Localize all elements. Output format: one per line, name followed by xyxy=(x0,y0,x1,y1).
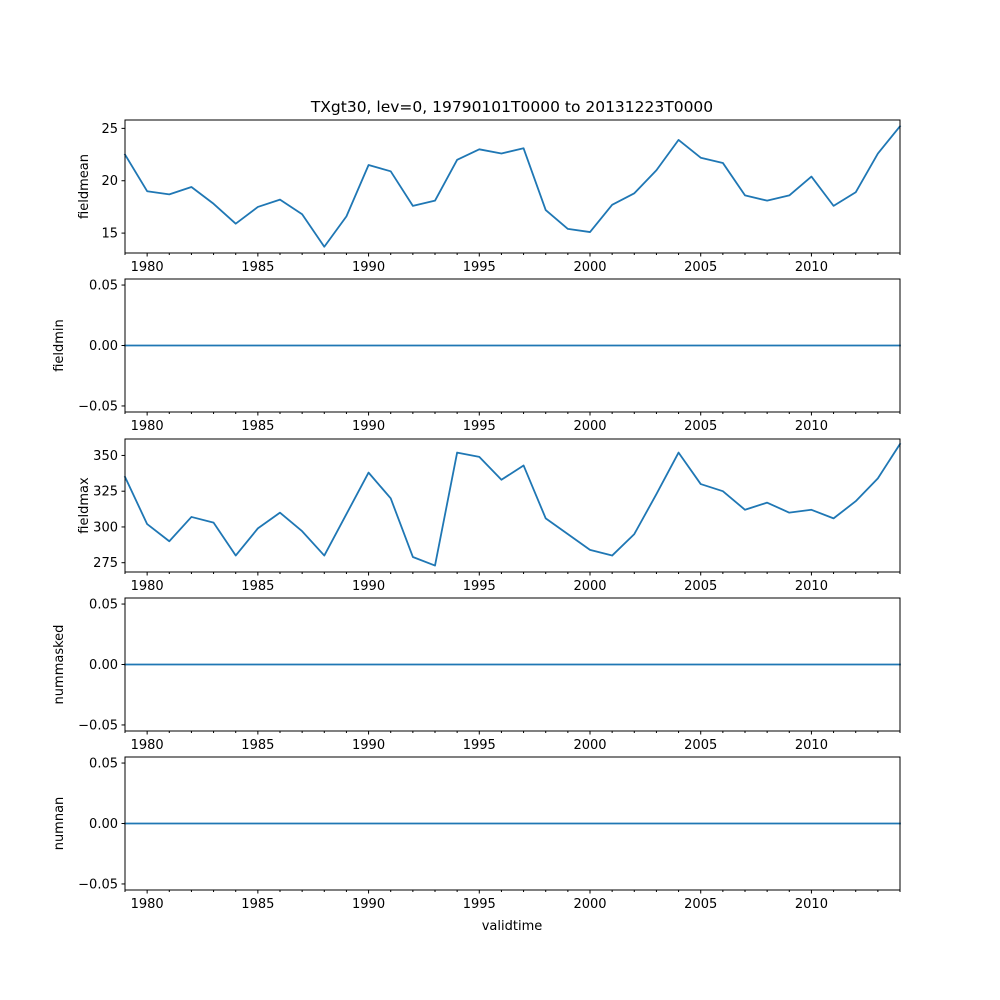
series-line-fieldmean xyxy=(123,125,902,248)
x-tick-label-fieldmean: 1980 xyxy=(131,260,164,275)
subplot-fieldmax: 1980 1985 1990 1995 2000 2005 2010 275 300 325 350… xyxy=(77,438,902,594)
y-tick-label-fieldmin: 0.00 xyxy=(89,339,118,354)
x-tick-label-numnan: 2000 xyxy=(573,897,606,912)
x-tick-label-numnan: 2005 xyxy=(684,897,717,912)
x-tick-label-fieldmean: 2005 xyxy=(684,260,717,275)
subplot-nummasked: 1980 1985 1990 1995 2000 2005 2010 −0.05 0.00 0.0… xyxy=(52,597,901,753)
x-tick-label-numnan: 1990 xyxy=(352,897,385,912)
y-tick-label-nummasked: 0.00 xyxy=(89,658,118,673)
x-tick-label-fieldmin: 2000 xyxy=(573,419,606,434)
y-tick-label-nummasked: 0.05 xyxy=(89,598,118,613)
axes-frame-fieldmax xyxy=(124,438,901,573)
x-tick-label-nummasked: 1990 xyxy=(352,738,385,753)
chart-title: TXgt30, lev=0, 19790101T0000 to 20131223… xyxy=(310,98,713,116)
y-tick-label-fieldmean: 20 xyxy=(101,174,118,189)
x-tick-label-fieldmin: 1995 xyxy=(463,419,496,434)
x-tick-label-fieldmax: 2005 xyxy=(684,579,717,594)
x-tick-label-fieldmax: 1980 xyxy=(131,579,164,594)
x-tick-label-nummasked: 2010 xyxy=(795,738,828,753)
y-axis-label-nummasked: nummasked xyxy=(52,625,67,705)
x-tick-label-numnan: 1985 xyxy=(241,897,274,912)
x-tick-label-numnan: 1980 xyxy=(131,897,164,912)
subplot-fieldmin: 1980 1985 1990 1995 2000 2005 2010 −0.05 0.00 0.0… xyxy=(52,278,901,434)
y-tick-label-fieldmax: 300 xyxy=(93,520,118,535)
x-tick-label-fieldmin: 1990 xyxy=(352,419,385,434)
subplot-fieldmean: 1980 1985 1990 1995 2000 2005 2010 15 20 25 fieldm… xyxy=(77,119,902,275)
x-tick-label-numnan: 2010 xyxy=(795,897,828,912)
x-tick-label-fieldmax: 1995 xyxy=(463,579,496,594)
x-tick-label-fieldmax: 1990 xyxy=(352,579,385,594)
y-tick-label-fieldmax: 325 xyxy=(93,485,118,500)
y-tick-label-numnan: −0.05 xyxy=(78,877,118,892)
x-tick-label-fieldmin: 1985 xyxy=(241,419,274,434)
x-tick-label-numnan: 1995 xyxy=(463,897,496,912)
y-tick-label-fieldmax: 275 xyxy=(93,556,118,571)
axes-frame-fieldmean xyxy=(124,119,901,254)
x-tick-label-fieldmax: 2010 xyxy=(795,579,828,594)
x-tick-label-nummasked: 2005 xyxy=(684,738,717,753)
x-tick-label-fieldmin: 1980 xyxy=(131,419,164,434)
y-tick-label-nummasked: −0.05 xyxy=(78,718,118,733)
x-axis-label: validtime xyxy=(482,919,543,934)
x-tick-label-fieldmean: 2010 xyxy=(795,260,828,275)
x-tick-label-fieldmax: 1985 xyxy=(241,579,274,594)
x-tick-label-nummasked: 1985 xyxy=(241,738,274,753)
y-tick-label-fieldmax: 350 xyxy=(93,449,118,464)
y-tick-label-numnan: 0.05 xyxy=(89,757,118,772)
x-tick-label-nummasked: 2000 xyxy=(573,738,606,753)
subplot-stack: 1980 1985 1990 1995 2000 2005 2010 15 20 25 fieldm… xyxy=(52,119,902,912)
y-tick-label-fieldmin: 0.05 xyxy=(89,279,118,294)
y-axis-label-fieldmax: fieldmax xyxy=(77,477,92,534)
y-axis-label-fieldmean: fieldmean xyxy=(77,154,92,219)
subplot-numnan: 1980 1985 1990 1995 2000 2005 2010 −0.05 0.00 0.0… xyxy=(52,756,901,912)
y-tick-label-fieldmin: −0.05 xyxy=(78,399,118,414)
x-tick-label-fieldmax: 2000 xyxy=(573,579,606,594)
x-tick-label-fieldmean: 2000 xyxy=(573,260,606,275)
x-tick-label-fieldmin: 2005 xyxy=(684,419,717,434)
y-axis-label-fieldmin: fieldmin xyxy=(52,319,67,372)
y-tick-label-fieldmean: 25 xyxy=(101,122,118,137)
x-tick-label-fieldmean: 1985 xyxy=(241,260,274,275)
y-tick-label-fieldmean: 15 xyxy=(101,227,118,242)
x-tick-label-nummasked: 1995 xyxy=(463,738,496,753)
y-tick-label-numnan: 0.00 xyxy=(89,817,118,832)
x-tick-label-nummasked: 1980 xyxy=(131,738,164,753)
y-axis-label-numnan: numnan xyxy=(52,797,67,851)
x-tick-label-fieldmean: 1990 xyxy=(352,260,385,275)
series-line-fieldmax xyxy=(123,442,902,567)
x-tick-label-fieldmean: 1995 xyxy=(463,260,496,275)
x-tick-label-fieldmin: 2010 xyxy=(795,419,828,434)
